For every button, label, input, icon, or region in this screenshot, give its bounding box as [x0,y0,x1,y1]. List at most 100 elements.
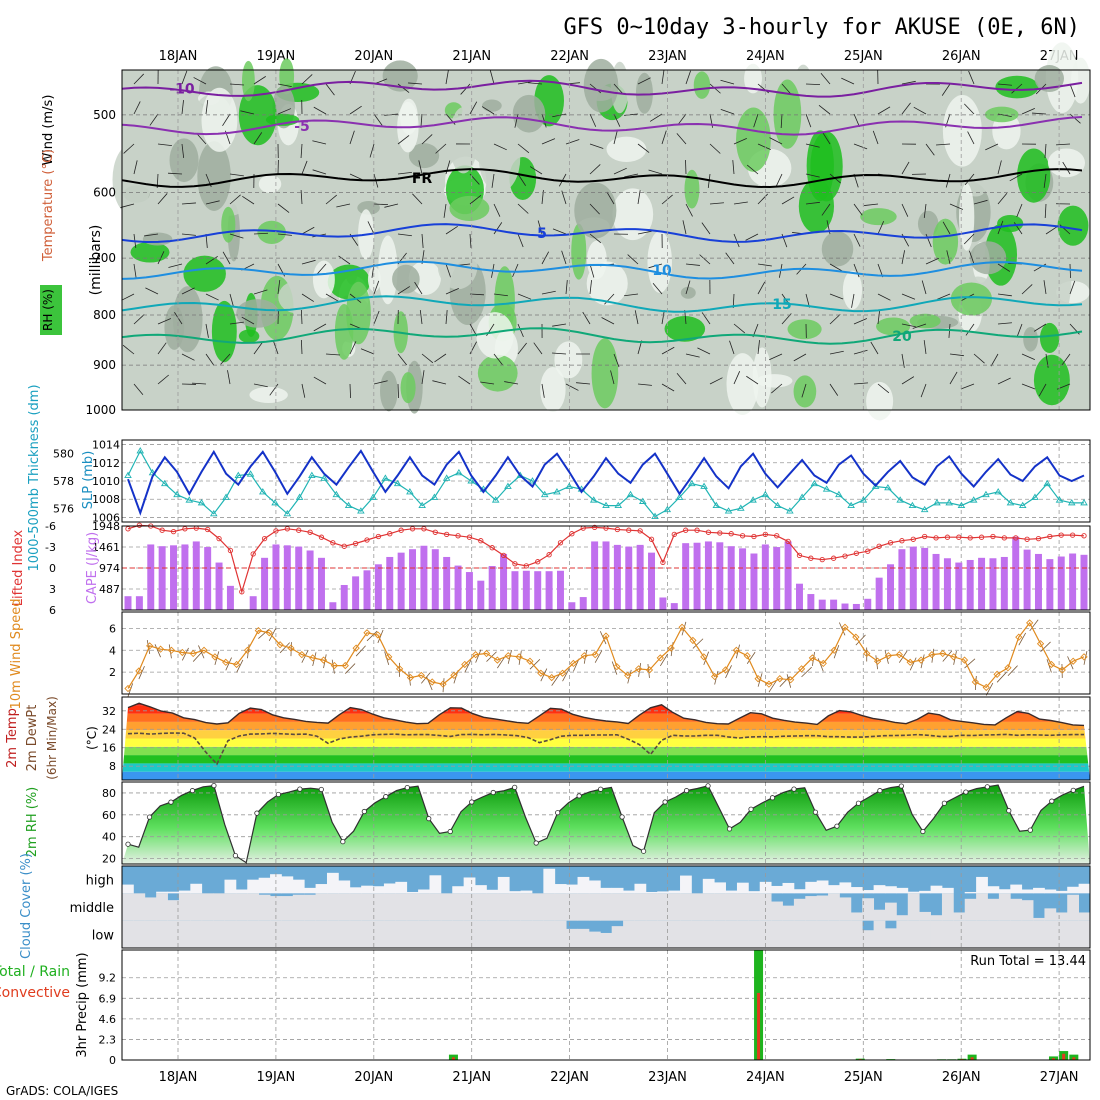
wind-barb [949,353,964,357]
precip-convective-legend: Convective [0,985,70,1001]
cloud-bar-middle [543,893,556,921]
wind-barb [229,233,244,239]
cloud-bar-high [930,885,943,894]
isotherm-label: 5 [537,226,547,242]
rh-point [640,848,647,854]
wind-barb [481,106,495,115]
wind-barb [676,373,687,385]
wind-barb [561,190,567,205]
wind-barb [277,108,292,115]
wind-barb [685,353,700,358]
wind-barb [397,383,400,399]
lifted-index-point [250,551,256,557]
wind-barb [1038,383,1047,397]
cape-bar [727,546,735,610]
wind-barb [925,233,932,248]
rh-point [920,828,926,835]
cloud-bar-high [714,882,726,894]
lifted-index-point [330,540,336,546]
rh-shading [392,264,420,294]
wind-barb [1069,83,1076,98]
thickness-point [259,488,267,495]
cloud-bar-high [907,891,920,894]
wind-barb [1069,263,1071,279]
cloud-bar-high [224,879,237,894]
wind-speed-legend: 10m Wind Speed [9,599,24,710]
lifted-index-point [683,527,689,533]
cloud-bar-low [372,920,385,948]
lifted-index-point [364,537,370,543]
wind-barb [661,346,675,355]
wind-speed-point [743,652,751,660]
wind-speed-point [645,666,654,674]
wind-barb [253,232,269,235]
wind-barb [236,659,244,673]
cloud-bar-low [600,932,613,948]
wind-barb [469,233,472,248]
cape-bar [625,546,633,610]
wind-speed-point [309,654,317,662]
wind-barb [313,106,327,115]
wind-barb [504,381,519,385]
temperature-band [122,763,1090,772]
wind-speed-point [156,645,165,653]
wind-barb [168,263,183,268]
temp-legend: 2m Temp [5,708,20,768]
wind-barb [661,70,665,85]
cape-bar [443,556,451,610]
lifted-index-point [432,529,438,535]
wind-barb [985,682,994,696]
wind-barb [936,293,951,300]
cloud-bar-middle [919,911,931,921]
wind-speed-point [841,623,849,631]
cloud-bar-middle [600,893,613,921]
li-tick-label: 0 [49,562,56,575]
date-label-top: 23JAN [648,49,687,64]
cloud-bar-low [964,920,977,948]
wind-barb [997,377,1011,385]
cloud-bar-middle [805,896,818,921]
rh-axis-label: 2m RH (%) [25,787,40,858]
rh-shading [169,138,199,183]
wind-barb [638,662,642,677]
cloud-bar-high [429,875,442,894]
wind-barb [349,173,363,181]
cloud-bar-low [1055,920,1068,948]
rh-point [168,799,174,805]
wind-barb [331,659,335,674]
wind-barb [517,233,524,248]
wind-barb [443,203,447,218]
cloud-bar-high [452,886,465,894]
rh-shading [736,107,771,172]
wind-barb [229,173,244,177]
cloud-bar-middle [235,893,248,921]
temperature-band [122,746,1090,756]
cloud-bar-high [782,882,795,894]
cloud-bar-middle [156,893,168,921]
rh-shading [257,220,286,244]
wind-barb [325,194,338,205]
rh-shading [866,381,894,421]
wind-barb [864,203,879,206]
cloud-bar-middle [680,893,692,921]
wind-barb [685,203,693,217]
wind-barb [138,666,145,680]
cloud-bar-middle [702,893,715,921]
rh-shading [1051,245,1072,315]
rh-shading [377,168,414,210]
cloud-bar-low [167,920,180,948]
lifted-index-point [876,543,882,549]
cloud-level-label: middle [70,901,114,916]
date-label-top: 26JAN [942,49,981,64]
rh-shading [842,270,863,310]
thickness-point [651,512,659,519]
lifted-index-point [444,531,450,538]
wind-barb [408,82,423,85]
wind-barb [920,383,927,398]
wind-barb [941,83,951,96]
wind-barb [517,323,524,338]
thickness-point [344,501,353,509]
wind-barb [373,113,383,126]
wind-barb [964,658,976,669]
precip-panel: 0 2.3 4.6 6.9 9.2 Run Total = 13.44 3hr Precip… [0,949,1091,1067]
